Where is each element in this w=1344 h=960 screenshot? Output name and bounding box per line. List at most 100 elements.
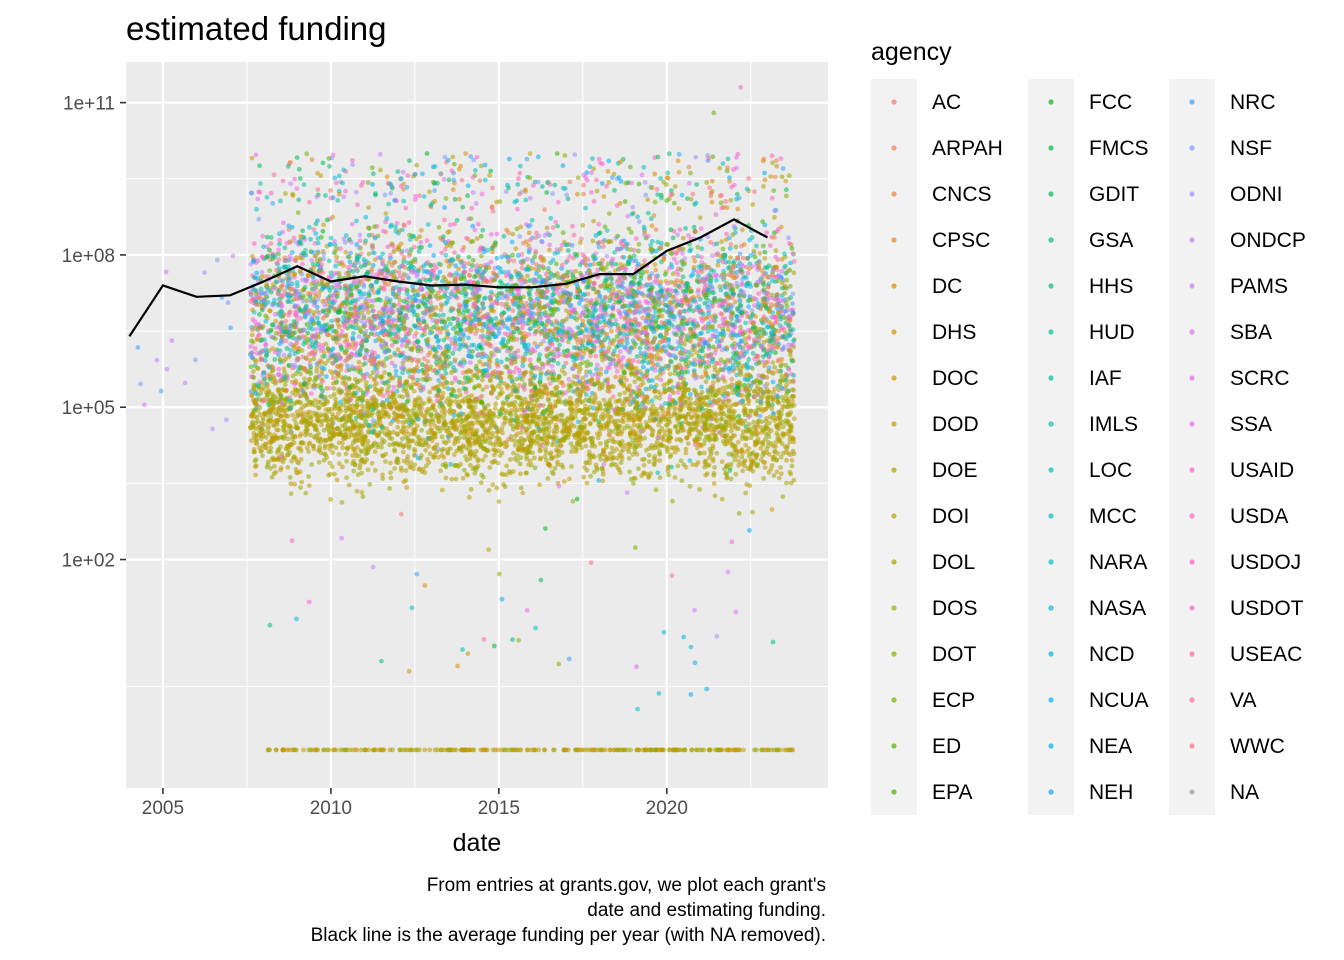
- data-point: [306, 474, 311, 479]
- data-point: [356, 359, 362, 365]
- data-point: [660, 409, 666, 415]
- data-point: [452, 250, 457, 256]
- data-point: [688, 391, 693, 397]
- data-point: [739, 454, 745, 460]
- data-point: [747, 237, 752, 243]
- data-point: [631, 358, 637, 363]
- data-point: [439, 434, 445, 440]
- data-point: [397, 393, 402, 399]
- data-point: [480, 433, 486, 438]
- data-point: [727, 384, 732, 389]
- data-point: [581, 323, 587, 329]
- data-point: [639, 473, 645, 479]
- data-point: [256, 332, 262, 338]
- data-point: [316, 459, 322, 465]
- data-point: [560, 383, 566, 388]
- data-point: [686, 307, 692, 313]
- data-point: [687, 181, 692, 186]
- data-point: [627, 431, 633, 437]
- data-point: [697, 450, 702, 456]
- data-point: [267, 308, 273, 314]
- data-point: [360, 494, 366, 500]
- data-point: [673, 282, 678, 288]
- data-point: [727, 246, 733, 251]
- data-point: [791, 270, 797, 276]
- data-point: [746, 421, 752, 427]
- data-point: [530, 260, 536, 266]
- data-point: [399, 251, 404, 256]
- data-point: [685, 441, 691, 446]
- data-point: [736, 413, 742, 419]
- data-point: [504, 301, 509, 307]
- data-point: [387, 486, 393, 491]
- data-point: [649, 223, 655, 229]
- data-point: [328, 497, 333, 502]
- data-point: [486, 357, 492, 363]
- data-point: [546, 397, 551, 403]
- data-point: [453, 377, 459, 383]
- data-point: [440, 375, 446, 381]
- data-point: [594, 467, 600, 472]
- data-point: [616, 308, 621, 314]
- data-point: [418, 239, 424, 245]
- data-point: [322, 361, 328, 366]
- data-point: [446, 264, 452, 269]
- data-point: [593, 353, 599, 359]
- data-point: [412, 333, 418, 339]
- data-point: [786, 432, 792, 438]
- data-point: [791, 259, 797, 264]
- data-point: [365, 269, 371, 275]
- data-point: [670, 498, 675, 504]
- data-point: [425, 359, 431, 364]
- data-point: [646, 459, 652, 464]
- data-point: [729, 424, 735, 430]
- data-point: [518, 471, 523, 477]
- data-point: [337, 356, 343, 362]
- data-point: [652, 335, 658, 341]
- data-point: [363, 380, 369, 385]
- data-point: [644, 394, 650, 400]
- data-point: [273, 330, 279, 336]
- data-point: [333, 396, 338, 402]
- data-point: [762, 249, 768, 255]
- data-point: [617, 349, 623, 354]
- data-point: [479, 253, 484, 259]
- data-point: [534, 271, 539, 276]
- data-point: [639, 377, 645, 382]
- data-point: [287, 253, 293, 259]
- data-point: [401, 198, 407, 204]
- data-point: [307, 440, 313, 446]
- data-point: [365, 438, 371, 444]
- data-point: [719, 459, 725, 465]
- data-point: [272, 463, 277, 469]
- data-point: [652, 454, 658, 459]
- data-point: [590, 253, 596, 259]
- data-point: [746, 304, 752, 309]
- data-point: [391, 384, 397, 390]
- data-point: [712, 296, 718, 301]
- data-point: [471, 312, 477, 318]
- data-point: [274, 435, 280, 441]
- data-point: [494, 231, 500, 237]
- data-point: [697, 215, 703, 221]
- data-point: [366, 261, 372, 266]
- data-point: [644, 269, 650, 275]
- data-point: [603, 265, 609, 271]
- data-point: [529, 217, 535, 223]
- data-point: [605, 365, 610, 371]
- data-point: [677, 285, 683, 290]
- data-point: [544, 225, 550, 231]
- data-point: [669, 359, 674, 365]
- data-point: [736, 463, 741, 468]
- data-point: [714, 277, 719, 283]
- data-point: [349, 300, 354, 306]
- data-point: [778, 471, 784, 477]
- data-point: [632, 379, 638, 385]
- data-point: [578, 240, 583, 245]
- data-point: [300, 261, 305, 267]
- data-point: [363, 328, 369, 334]
- data-point: [548, 215, 554, 221]
- data-point: [520, 490, 526, 496]
- data-point: [643, 386, 649, 392]
- data-point: [787, 283, 793, 289]
